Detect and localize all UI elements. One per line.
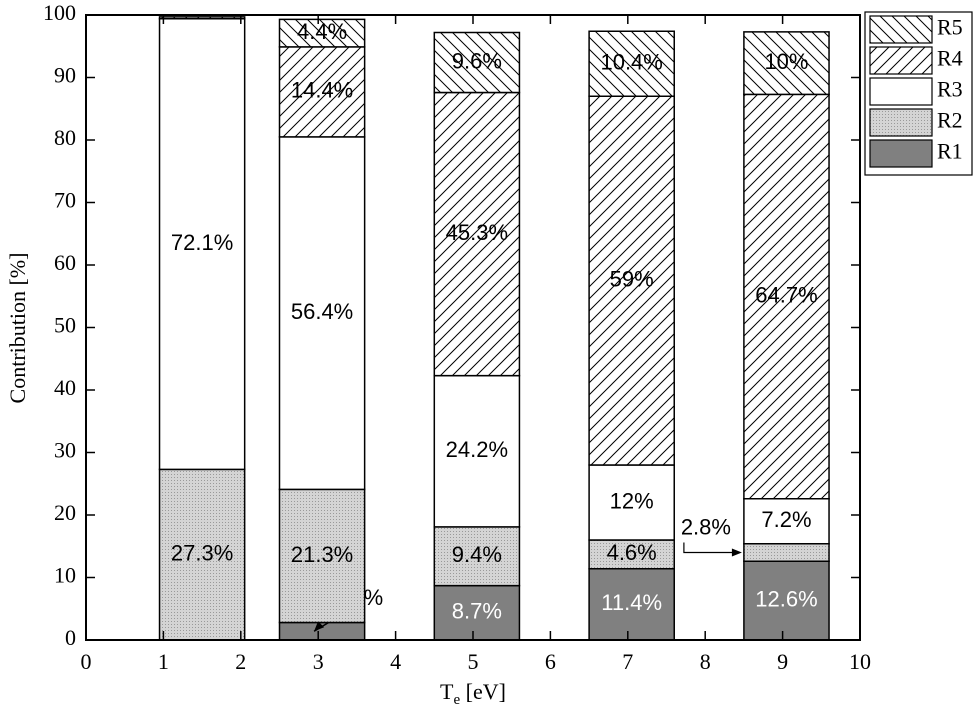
y-tick-label: 20 <box>54 500 76 525</box>
bar-segment <box>158 468 246 641</box>
value-label: 9.6% <box>452 48 502 73</box>
value-label: 9.4% <box>452 542 502 567</box>
x-tick-label: 0 <box>81 649 92 674</box>
x-label-main: T <box>440 679 454 704</box>
bar-segment <box>433 584 521 641</box>
y-tick-label: 70 <box>54 188 76 213</box>
x-tick-label: 10 <box>849 649 871 674</box>
x-tick-label: 1 <box>158 649 169 674</box>
y-tick-label: 40 <box>54 375 76 400</box>
value-label: 12.6% <box>755 586 817 611</box>
bar-segment <box>433 31 521 94</box>
legend-label: R5 <box>937 15 963 40</box>
x-tick-label: 2 <box>235 649 246 674</box>
value-label: 4.6% <box>607 540 657 565</box>
bar-segment <box>743 93 830 500</box>
value-label: 24.2% <box>446 437 508 462</box>
legend-swatch <box>869 139 933 168</box>
bar-segment <box>588 539 675 570</box>
arrow-head <box>731 548 742 557</box>
value-label: 11.4% <box>601 590 662 615</box>
y-tick-label: 80 <box>54 125 76 150</box>
x-label-unit: [eV] <box>460 679 506 704</box>
bar-segment <box>278 621 366 641</box>
legend-label: R1 <box>937 139 963 164</box>
y-tick-label: 90 <box>54 63 76 88</box>
value-label: 56.4% <box>291 299 353 324</box>
bar-segment <box>158 16 246 20</box>
bar-segment <box>743 543 830 562</box>
x-tick-label: 9 <box>777 649 788 674</box>
value-label: 10.4% <box>600 50 662 75</box>
label-arrow <box>683 542 740 554</box>
x-tick-label: 4 <box>390 649 401 674</box>
y-tick-label: 0 <box>65 625 76 650</box>
value-label: 72.1% <box>171 230 233 255</box>
value-label: 8.7% <box>452 599 502 624</box>
bar-segment <box>433 91 521 377</box>
value-label: 2.8% <box>681 514 731 539</box>
x-tick-label: 8 <box>700 649 711 674</box>
legend-label: R2 <box>937 108 963 133</box>
bar-segment <box>278 488 366 624</box>
y-axis-label: Contribution [%] <box>5 253 30 404</box>
bar-segment <box>433 374 521 528</box>
value-label: 14.4% <box>291 78 353 103</box>
value-label: 7.2% <box>761 507 811 532</box>
x-axis-label: Te [eV] <box>440 679 506 708</box>
legend-swatch <box>869 108 933 137</box>
value-label: 27.3% <box>171 541 233 566</box>
value-label: 59% <box>610 266 654 291</box>
x-tick-label: 3 <box>313 649 324 674</box>
bar-segment <box>743 560 830 641</box>
legend-swatch <box>869 77 933 106</box>
legend-label: R3 <box>937 77 963 102</box>
value-label: 12% <box>610 488 654 513</box>
y-tick-label: 60 <box>54 250 76 275</box>
y-tick-label: 50 <box>54 313 76 338</box>
legend-swatch <box>869 15 933 44</box>
y-tick-label: 10 <box>54 563 76 588</box>
x-label-sub: e <box>453 692 460 708</box>
bar-segment <box>278 136 366 491</box>
x-tick-label: 7 <box>622 649 633 674</box>
x-tick-label: 5 <box>468 649 479 674</box>
value-label: 10% <box>764 49 808 74</box>
value-label: 64.7% <box>755 282 817 307</box>
bar-segment <box>588 95 675 466</box>
value-label: 4.4% <box>297 19 347 44</box>
legend-swatch <box>869 46 933 75</box>
x-tick-label: 6 <box>545 649 556 674</box>
bar-segment <box>743 498 830 545</box>
arrow-head <box>314 621 325 632</box>
value-label: 21.3% <box>291 542 353 567</box>
bar-segment <box>278 46 366 138</box>
legend-label: R4 <box>937 46 963 71</box>
bar-segment <box>588 30 675 97</box>
bar-segment <box>158 18 246 471</box>
y-tick-label: 30 <box>54 438 76 463</box>
bar-segment <box>743 31 830 96</box>
plot-area: 27.3% 72.1% 2.8% 21.3% 56.4% 14.4% 4.4% 8.7% 9.4… <box>158 16 830 641</box>
value-label: 45.3% <box>446 220 508 245</box>
bar-segment <box>278 18 366 48</box>
y-tick-label: 100 <box>43 0 76 25</box>
